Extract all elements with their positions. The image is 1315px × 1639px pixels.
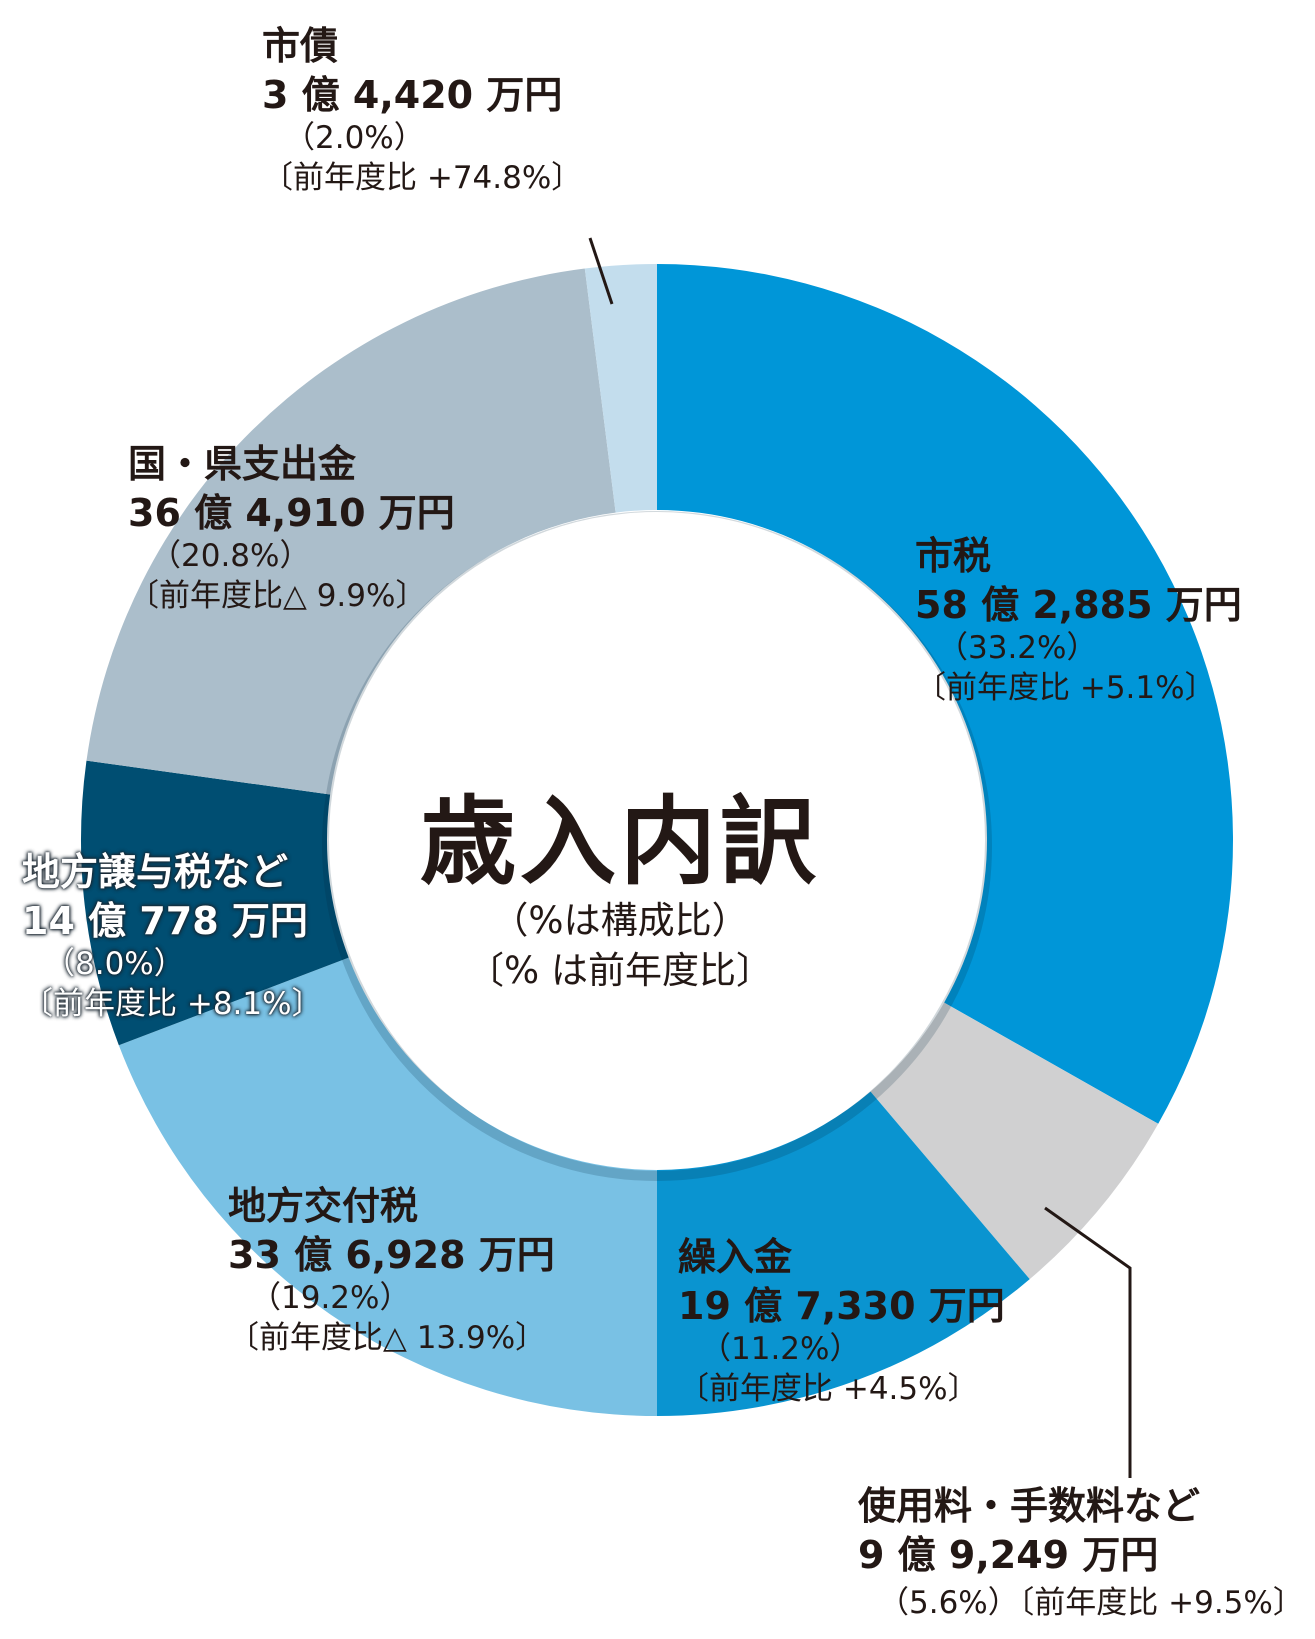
slice-yoy: 〔前年度比 +74.8%〕 <box>262 159 583 196</box>
slice-percent: （11.2%） <box>700 1331 861 1368</box>
slice-label-chihoujouyozei: 地方譲与税など 14 億 778 万円 （8.0%） 〔前年度比 +8.1%〕 <box>22 848 323 1025</box>
slice-percent: （2.0%） <box>284 120 425 157</box>
slice-name: 地方譲与税など <box>22 850 289 894</box>
donut-slices <box>81 264 1234 1416</box>
slice-label-kuriirekin: 繰入金 19 億 7,330 万円 （11.2%） 〔前年度比 +4.5%〕 <box>678 1233 1005 1410</box>
slice-name: 繰入金 <box>678 1235 793 1279</box>
slice-percent: （8.0%） <box>44 946 185 983</box>
chart-center-title: 歳入内訳 （%は構成比） 〔% は前年度比〕 <box>360 786 880 995</box>
slice-yoy: 〔前年度比 +4.5%〕 <box>678 1370 979 1407</box>
slice-percent: （33.2%） <box>937 630 1098 667</box>
slice-kuriirekin <box>657 1091 1030 1416</box>
slice-amount: 19 億 7,330 万円 <box>678 1283 1005 1328</box>
slice-name: 国・県支出金 <box>128 442 357 486</box>
slice-label-shisai: 市債 3 億 4,420 万円 （2.0%） 〔前年度比 +74.8%〕 <box>262 22 582 199</box>
slice-amount: 58 億 2,885 万円 <box>915 582 1242 627</box>
slice-shisai <box>584 264 657 513</box>
slice-percent: （5.6%） <box>878 1585 1019 1622</box>
slice-name: 使用料・手数料など <box>858 1484 1201 1528</box>
slice-name: 市税 <box>915 534 992 578</box>
slice-chihoujouyozei <box>81 760 349 1046</box>
slice-chihoukoufuzei <box>118 957 657 1416</box>
slice-amount: 9 億 9,249 万円 <box>858 1532 1159 1577</box>
chart-subtitle-2: 〔% は前年度比〕 <box>467 948 773 992</box>
slice-shizei <box>657 264 1234 1124</box>
slice-label-chihoukoufuzei: 地方交付税 33 億 6,928 万円 （19.2%） 〔前年度比△ 13.9%… <box>228 1182 555 1359</box>
slice-kokukenshishutsukin <box>86 268 616 795</box>
slice-label-shizei: 市税 58 億 2,885 万円 （33.2%） 〔前年度比 +5.1%〕 <box>915 532 1242 709</box>
slice-label-kokukenshishutsukin: 国・県支出金 36 億 4,910 万円 （20.8%） 〔前年度比△ 9.9%… <box>128 440 455 617</box>
slice-name: 市債 <box>262 24 339 68</box>
slice-shiyouryou <box>870 1002 1159 1280</box>
slice-amount: 14 億 778 万円 <box>22 898 308 943</box>
slice-amount: 36 億 4,910 万円 <box>128 490 455 535</box>
slice-name: 地方交付税 <box>228 1184 419 1228</box>
slice-amount: 3 億 4,420 万円 <box>262 72 563 117</box>
chart-subtitle-1: （%は構成比） <box>491 898 749 942</box>
slice-percent: （20.8%） <box>150 538 311 575</box>
slice-yoy: 〔前年度比 +8.1%〕 <box>22 985 323 1022</box>
slice-yoy: 〔前年度比 +5.1%〕 <box>915 669 1216 706</box>
slice-yoy: 〔前年度比 +9.5%〕 <box>1018 1585 1304 1622</box>
slice-yoy: 〔前年度比△ 13.9%〕 <box>228 1319 547 1356</box>
leader-line-shisai <box>588 237 614 305</box>
chart-title: 歳入内訳 <box>420 786 820 898</box>
leader-line-shiyouryou <box>1044 1206 1132 1478</box>
donut-hole <box>329 512 985 1168</box>
slice-label-shiyouryou: 使用料・手数料など 9 億 9,249 万円 （5.6%）〔前年度比 +9.5%… <box>858 1482 1304 1625</box>
slice-percent: （19.2%） <box>250 1280 411 1317</box>
slice-yoy: 〔前年度比△ 9.9%〕 <box>128 577 427 614</box>
slice-amount: 33 億 6,928 万円 <box>228 1232 555 1277</box>
leader-lines <box>588 237 1132 1478</box>
